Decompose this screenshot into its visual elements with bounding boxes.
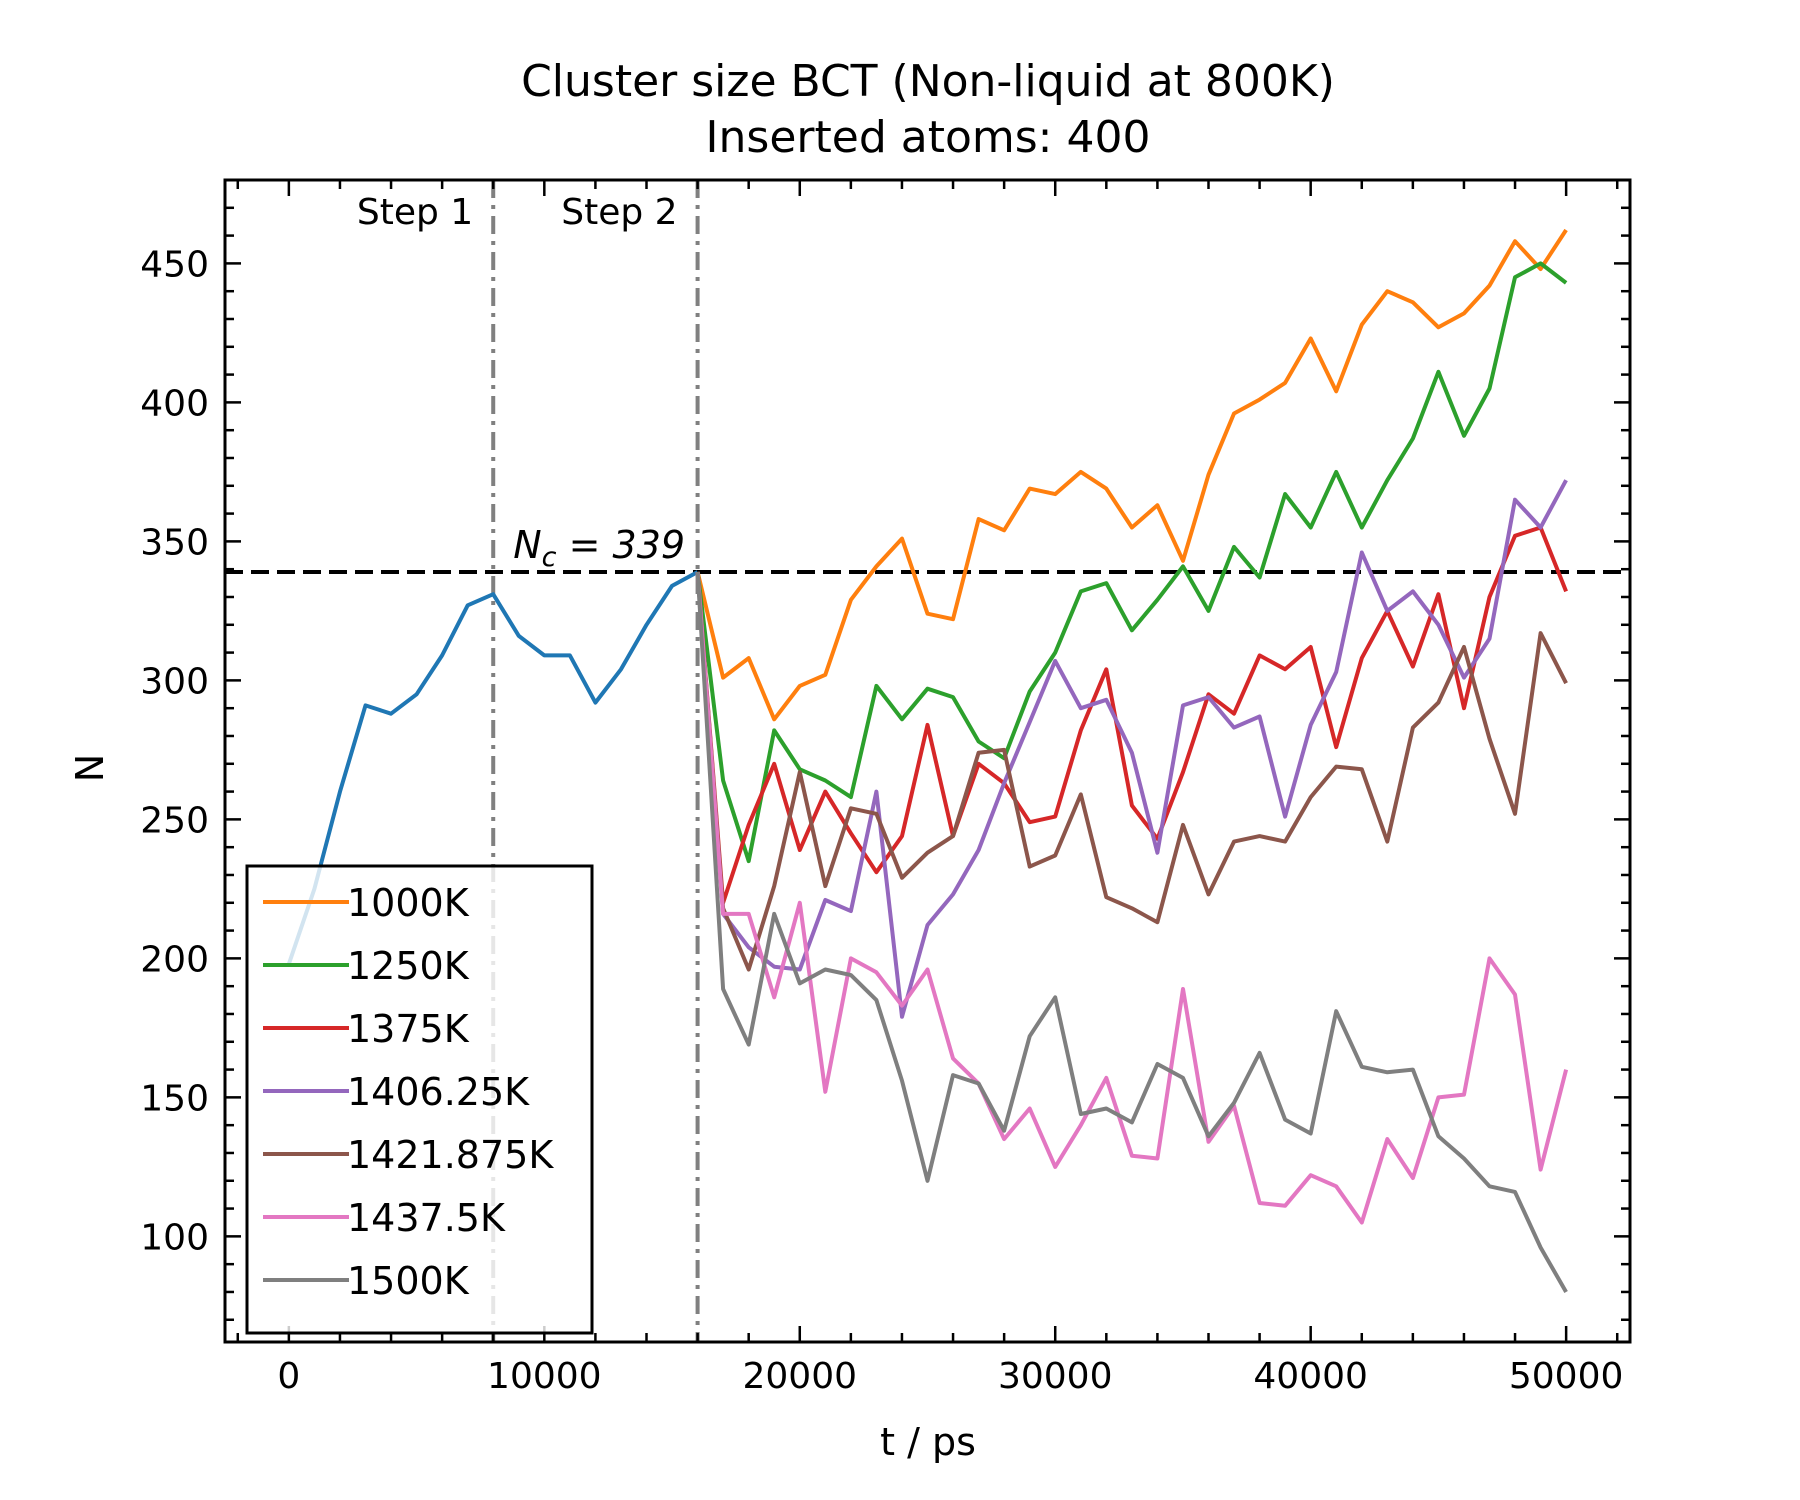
- series-line-1406-25k: [695, 479, 1568, 1019]
- y-tick-label: 250: [140, 800, 209, 841]
- x-tick-label: 40000: [1253, 1356, 1368, 1397]
- y-tick-label: 400: [140, 383, 209, 424]
- legend-label: 1375K: [347, 1007, 470, 1051]
- phase-label: Step 2: [561, 192, 677, 233]
- legend-label: 1437.5K: [347, 1196, 506, 1240]
- x-tick-label: 0: [277, 1356, 300, 1397]
- legend-label: 1500K: [347, 1259, 470, 1303]
- y-tick-label: 350: [140, 522, 209, 563]
- plot-area: Step 1 Step 2 Nc = 339 0 10000 20000 30000 4000…: [140, 178, 1632, 1397]
- x-tick-label: 20000: [743, 1356, 858, 1397]
- series-line-1000k: [695, 228, 1568, 722]
- legend-label: 1406.25K: [347, 1070, 530, 1114]
- legend-box: [245, 864, 594, 1335]
- legend-label: 1250K: [347, 944, 470, 988]
- y-tick-label: 300: [140, 661, 209, 702]
- plot-frame: [223, 178, 1632, 1344]
- legend: 1000K 1250K 1375K 1406.25K 1421.875K 1437.5K 1…: [245, 864, 594, 1335]
- legend-label: 1000K: [347, 881, 470, 925]
- phase-label: Step 1: [357, 192, 473, 233]
- y-tick-label: 100: [140, 1217, 209, 1258]
- series-line-1375k: [695, 525, 1568, 905]
- series-line-1421-875k: [695, 571, 1568, 972]
- y-tick-label: 150: [140, 1078, 209, 1119]
- y-axis-label: N: [68, 754, 112, 782]
- series-line-1437-5k: [695, 571, 1569, 1225]
- series-line-1250k: [695, 261, 1568, 864]
- tick-marks: [225, 178, 1630, 1342]
- x-tick-label: 50000: [1509, 1356, 1624, 1397]
- threshold-label: Nc = 339: [513, 523, 685, 573]
- chart-title: Cluster size BCT (Non-liquid at 800K): [521, 56, 1335, 107]
- legend-label: 1421.875K: [347, 1133, 554, 1177]
- y-tick-label: 200: [140, 939, 209, 980]
- x-tick-label: 10000: [487, 1356, 602, 1397]
- x-tick-label: 30000: [998, 1356, 1113, 1397]
- series-layer: [225, 180, 1630, 1342]
- initial-series-line: [287, 570, 699, 965]
- chart-subtitle: Inserted atoms: 400: [706, 112, 1151, 163]
- y-tick-label: 450: [140, 244, 209, 285]
- series-line-1500k: [695, 571, 1568, 1293]
- x-axis-label: t / ps: [880, 1420, 976, 1464]
